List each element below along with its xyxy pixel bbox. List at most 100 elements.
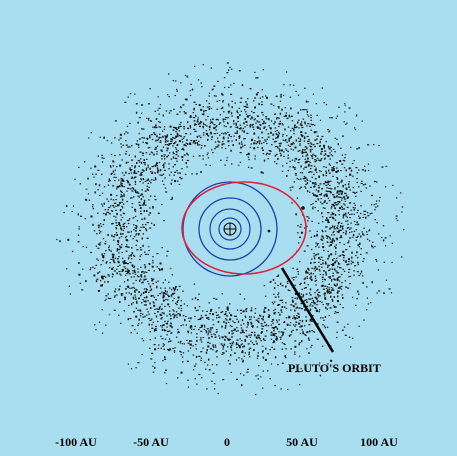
belt-dot: [235, 359, 238, 361]
belt-dot: [311, 320, 313, 322]
belt-dot: [345, 215, 347, 217]
belt-dot: [348, 186, 350, 188]
belt-dot: [138, 165, 140, 167]
belt-dot: [267, 315, 270, 318]
belt-dot: [146, 138, 149, 141]
belt-dot: [121, 244, 123, 246]
belt-dot: [163, 154, 166, 156]
belt-dot: [120, 219, 122, 221]
belt-dot: [203, 124, 205, 126]
belt-dot: [169, 348, 171, 350]
belt-dot: [152, 262, 154, 264]
belt-dot: [206, 106, 209, 108]
belt-dot: [170, 171, 172, 173]
belt-dot: [282, 139, 285, 141]
belt-dot: [202, 106, 204, 108]
belt-dot: [403, 229, 405, 231]
belt-dot: [127, 279, 129, 282]
belt-dot: [165, 298, 167, 300]
belt-dot: [143, 264, 146, 266]
belt-dot: [292, 317, 294, 319]
belt-dot: [218, 335, 220, 337]
belt-dot: [330, 307, 332, 309]
belt-dot: [378, 290, 381, 292]
belt-dot: [125, 246, 127, 248]
belt-dot: [195, 139, 198, 141]
belt-dot: [175, 314, 178, 316]
belt-dot: [151, 138, 154, 141]
belt-dot: [141, 112, 143, 114]
belt-dot: [186, 166, 188, 168]
belt-dot: [176, 289, 179, 291]
belt-dot: [173, 316, 175, 319]
belt-dot: [364, 169, 366, 172]
belt-dot: [151, 279, 153, 281]
belt-dot: [360, 248, 362, 250]
belt-dot: [269, 378, 271, 380]
belt-dot: [107, 211, 110, 214]
belt-dot: [315, 155, 317, 158]
belt-dot: [169, 340, 171, 342]
belt-dot: [344, 104, 346, 107]
belt-dot: [221, 94, 224, 96]
belt-dot: [140, 210, 142, 212]
belt-dot: [231, 106, 233, 109]
belt-dot: [335, 306, 337, 308]
belt-dot: [233, 123, 235, 125]
belt-dot: [339, 267, 341, 269]
belt-dot: [99, 223, 102, 225]
belt-dot: [225, 336, 227, 338]
belt-dot: [147, 300, 149, 302]
belt-dot: [157, 212, 160, 214]
belt-dot: [316, 233, 318, 236]
belt-dot: [142, 152, 144, 154]
belt-dot: [111, 276, 114, 278]
belt-dot: [256, 120, 258, 122]
belt-dot: [222, 346, 225, 348]
belt-dot: [133, 287, 136, 289]
belt-dot: [113, 202, 116, 204]
belt-dot: [162, 293, 165, 295]
belt-dot: [140, 172, 142, 174]
belt-dot: [274, 155, 276, 157]
belt-dot: [200, 351, 203, 353]
belt-dot: [125, 172, 127, 174]
belt-dot: [333, 226, 335, 228]
belt-dot: [352, 261, 354, 263]
belt-dot: [322, 207, 325, 209]
belt-dot: [140, 266, 142, 268]
belt-dot: [368, 169, 370, 172]
belt-dot: [114, 295, 116, 297]
belt-dot: [273, 312, 276, 315]
belt-dot: [328, 131, 330, 133]
belt-dot: [140, 179, 143, 181]
belt-dot: [141, 169, 144, 171]
belt-dot: [280, 309, 282, 312]
belt-dot: [247, 368, 249, 370]
belt-dot: [336, 190, 339, 193]
belt-dot: [378, 200, 380, 202]
belt-dot: [144, 300, 147, 303]
belt-dot: [173, 315, 176, 317]
belt-dot: [218, 99, 221, 102]
planet-orbits: [182, 181, 278, 277]
belt-dot: [235, 122, 237, 124]
belt-dot: [139, 310, 141, 312]
belt-dot: [69, 293, 71, 295]
belt-dot: [139, 174, 141, 176]
belt-dot: [210, 308, 213, 310]
belt-dot: [118, 248, 121, 251]
belt-dot: [338, 221, 340, 223]
belt-dot: [325, 235, 328, 237]
belt-dot: [180, 307, 183, 310]
belt-dot: [146, 289, 148, 291]
belt-dot: [153, 165, 155, 167]
belt-dot: [318, 194, 321, 196]
belt-dot: [267, 309, 270, 312]
belt-dot: [142, 291, 145, 294]
belt-dot: [99, 194, 101, 196]
belt-dot: [180, 135, 182, 137]
belt-dot: [105, 250, 107, 252]
belt-dot: [113, 309, 116, 311]
belt-dot: [322, 246, 325, 249]
